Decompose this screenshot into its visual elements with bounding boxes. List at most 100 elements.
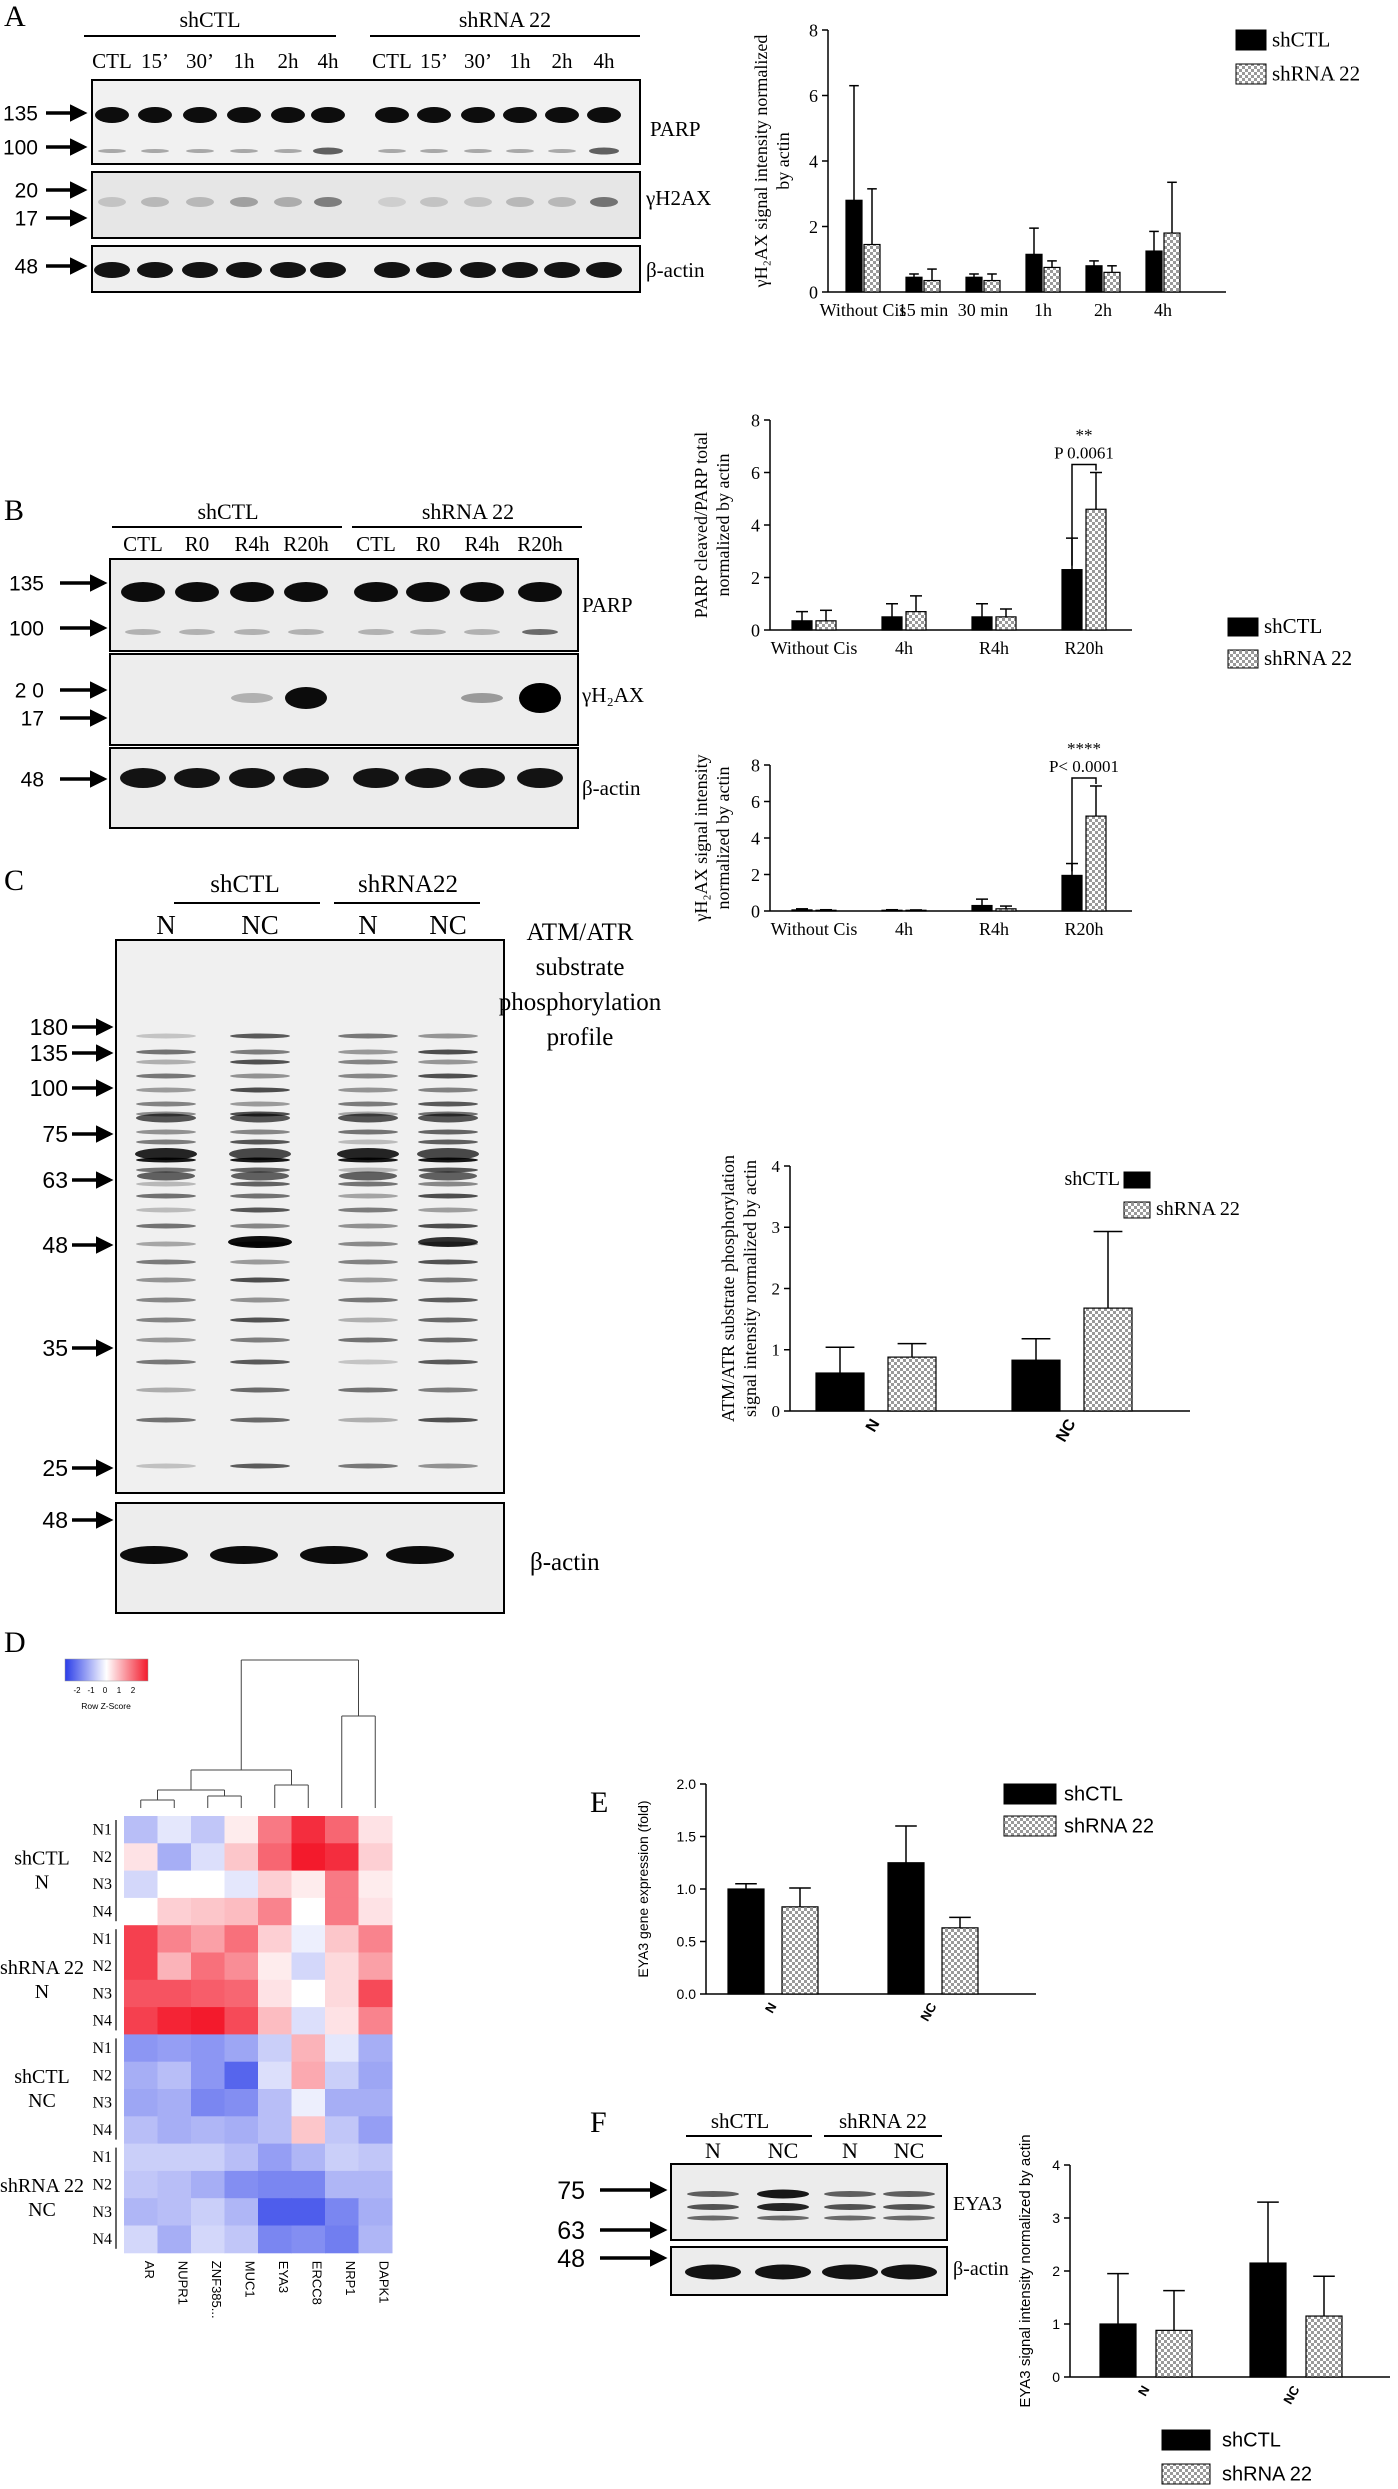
blot-band	[418, 1359, 478, 1365]
blot-band	[125, 629, 161, 635]
blot-band	[231, 1171, 289, 1181]
heatmap-cell	[124, 2198, 158, 2226]
x-tick-label: 15 min	[898, 300, 949, 320]
blot-b-actin-strip	[109, 747, 579, 829]
blot-band	[230, 197, 258, 207]
molecular-weight-marker: 48	[557, 2245, 585, 2273]
blot-c-title-line: profile	[547, 1024, 614, 1051]
blot-band	[230, 1059, 290, 1065]
blot-band	[230, 1193, 290, 1199]
blot-band	[545, 107, 579, 123]
heatmap-cell	[291, 2170, 326, 2199]
heatmap-cell	[124, 1979, 158, 2008]
heatmap-group-label: shCTL	[14, 1848, 70, 1870]
blot-band	[230, 1297, 290, 1303]
blot-band	[418, 1337, 478, 1343]
blot-band	[338, 1277, 398, 1283]
blot-band	[136, 1129, 196, 1135]
bar	[1249, 2262, 1287, 2378]
heatmap-cell	[157, 2061, 192, 2090]
bar	[995, 908, 1017, 912]
bar	[1043, 266, 1061, 293]
blot-band	[386, 1546, 454, 1564]
heatmap-cell	[291, 1843, 326, 1872]
molecular-weight-marker: 63	[557, 2217, 585, 2245]
heatmap-cell	[358, 2116, 393, 2145]
blot-band	[271, 107, 305, 123]
panel-letter-e: E	[590, 1786, 608, 1819]
heatmap-cell	[325, 1897, 359, 1926]
bar	[983, 279, 1001, 293]
blot-a-group-label: shRNA 22	[459, 7, 551, 32]
blot-c-group-label: shRNA22	[358, 871, 458, 898]
blot-band	[338, 1359, 398, 1365]
heatmap-row-label: N1	[92, 1931, 112, 1948]
chart-c: 0 1 2 3 4 ATM/ATR substrate phosphorylation si…	[718, 1155, 1190, 1445]
blot-band	[418, 1059, 478, 1065]
heatmap-gene-label: DAPK1	[376, 2261, 391, 2304]
legend-swatch	[1123, 1201, 1151, 1219]
blot-b-label-actin: β-actin	[582, 776, 641, 800]
blot-band	[824, 2191, 876, 2197]
blot-band	[406, 582, 450, 602]
blot-band	[338, 1207, 398, 1213]
legend-label: shRNA 22	[1064, 1815, 1154, 1837]
legend-label: shRNA 22	[1272, 61, 1360, 85]
heatmap-cell	[358, 1925, 393, 1953]
blot-band	[418, 1073, 478, 1079]
legend-swatch	[1235, 29, 1267, 51]
blot-band	[230, 1139, 290, 1145]
y-tick-label: 2	[751, 865, 760, 885]
legend-label: shRNA 22	[1222, 2463, 1312, 2485]
bar	[791, 909, 813, 912]
bar	[1163, 232, 1181, 293]
x-tick-label: 2h	[1094, 300, 1112, 320]
legend-swatch	[1003, 1783, 1057, 1805]
blot-band	[230, 1049, 290, 1055]
blot-band	[338, 1241, 398, 1247]
heatmap-gene-label: ERCC8	[309, 2261, 324, 2305]
heatmap-cell	[124, 1897, 158, 1926]
blot-band	[136, 1297, 196, 1303]
blot-band	[230, 582, 274, 602]
heatmap-cell	[291, 1925, 326, 1953]
molecular-weight-marker: 48	[21, 768, 44, 791]
blot-band	[419, 1171, 477, 1181]
y-axis-label: by actin	[773, 132, 793, 189]
molecular-weight-marker: 35	[42, 1335, 68, 1361]
blot-band	[229, 768, 275, 788]
blot-a: shCTL shRNA 22 CTL 15’ 30’ 1h 2h 4h CTL 15’ 30’ 1…	[3, 7, 711, 293]
blot-band	[136, 1207, 196, 1213]
heatmap-group-label: N	[35, 1981, 49, 2003]
chart-b2: 0 2 4 6 8 γH₂AX signal intensity normalized by…	[691, 739, 1132, 939]
x-tick-label: N	[762, 2000, 780, 2016]
lane-label: 30’	[186, 49, 214, 73]
blot-band	[141, 149, 169, 153]
heatmap-key-tick: -1	[87, 1686, 95, 1695]
lane-label: R20h	[283, 532, 329, 556]
blot-b-label-gh2ax: γH₂AX	[581, 683, 644, 707]
heatmap-cell	[325, 1870, 359, 1899]
x-tick-label: NC	[1053, 1416, 1079, 1445]
blot-band	[418, 1237, 478, 1247]
heatmap-cell	[191, 2225, 225, 2254]
heatmap-cell	[224, 1843, 259, 1872]
blot-band	[136, 1101, 196, 1107]
molecular-weight-marker: 2 0	[15, 679, 44, 702]
bar	[941, 1927, 979, 1995]
heatmap-cell	[157, 1952, 192, 1981]
heatmap-cell	[224, 2143, 259, 2172]
heatmap-key-tick: -2	[73, 1686, 81, 1695]
bar	[881, 616, 903, 631]
blot-band	[230, 1181, 290, 1187]
lane-label: N	[358, 910, 378, 940]
blot-band	[300, 1546, 368, 1564]
heatmap-cell	[191, 1952, 225, 1981]
blot-band	[234, 629, 270, 635]
bar	[995, 616, 1017, 631]
molecular-weight-marker: 75	[557, 2177, 585, 2205]
blot-f-group-label: shCTL	[711, 2109, 769, 2133]
y-tick-label: 1.5	[677, 1828, 697, 1844]
